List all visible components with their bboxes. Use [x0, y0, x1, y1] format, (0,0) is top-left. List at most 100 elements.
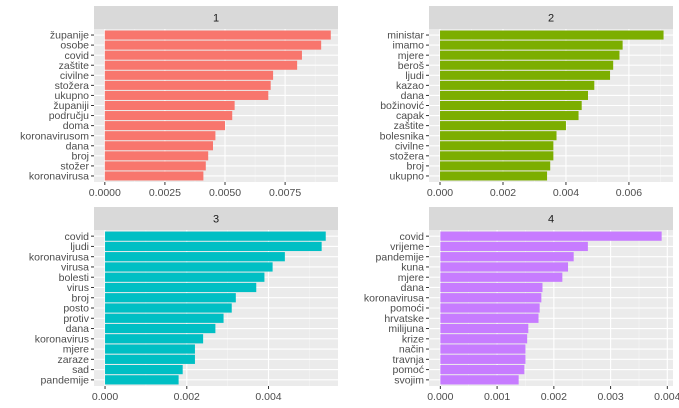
category-label: ministar [387, 30, 424, 42]
category-label: vrijeme [390, 241, 424, 253]
category-label: zaštite [394, 120, 425, 132]
category-label: božinović [380, 100, 424, 112]
bar [105, 252, 285, 262]
bar [440, 70, 611, 80]
bar [105, 293, 236, 303]
category-label: koronavirus [35, 333, 89, 345]
x-tick-label: 0.004 [255, 391, 281, 403]
x-tick-label: 0.000 [92, 391, 118, 403]
category-label: pomoć [392, 364, 424, 376]
category-label: mjere [398, 272, 424, 284]
category-label: bolesti [59, 272, 89, 284]
bar [440, 111, 579, 121]
bar [105, 262, 273, 272]
x-tick-label: 0.002 [541, 391, 567, 403]
category-label: travnja [392, 354, 424, 366]
bar [440, 90, 588, 100]
bar [440, 375, 519, 385]
bar [105, 231, 326, 241]
category-label: ukupno [55, 90, 90, 102]
bar [440, 171, 548, 181]
category-label: županiji [53, 100, 89, 112]
category-label: ljudi [70, 241, 89, 253]
category-label: mjere [63, 344, 89, 356]
facet-strip-label: 1 [213, 13, 219, 25]
bar [105, 282, 257, 293]
category-label: mjere [398, 50, 424, 62]
category-label: koronavirusa [29, 251, 89, 263]
category-label: pandemije [41, 374, 90, 386]
category-label: krize [402, 333, 424, 345]
bar [440, 344, 526, 354]
facet-strip [429, 6, 673, 29]
x-tick-label: 0.000 [427, 391, 453, 403]
x-tick-label: 0.0050 [209, 187, 241, 199]
category-label: sad [72, 364, 89, 376]
bar [105, 334, 204, 344]
category-label: bolesnika [380, 130, 425, 142]
bar [440, 60, 614, 70]
bar [440, 80, 595, 90]
category-label: ukupno [390, 171, 425, 183]
facet-panel-1: 1 županijeosobecovidzaštitecivilnestožera… [20, 6, 338, 199]
bar [105, 375, 179, 385]
category-label: virus [67, 282, 89, 294]
bar [440, 334, 528, 344]
x-tick-label: 0.0075 [269, 187, 301, 199]
bar [440, 30, 664, 40]
bar [105, 313, 224, 323]
bar [440, 231, 662, 241]
category-label: posto [63, 303, 89, 315]
category-label: protiv [63, 313, 89, 325]
bar [440, 313, 539, 323]
x-tick-label: 0.004 [553, 187, 579, 199]
bar [440, 241, 588, 252]
bar [104, 60, 298, 70]
category-label: broj [71, 292, 89, 304]
category-label: dana [401, 90, 425, 102]
category-label: milijuna [388, 323, 424, 335]
bar [440, 303, 540, 313]
category-label: dana [66, 140, 90, 152]
bar [104, 90, 269, 100]
bar [104, 80, 271, 90]
x-tick-label: 0.002 [490, 187, 516, 199]
facet-strip-label: 4 [548, 214, 554, 226]
bar [104, 70, 274, 80]
bar [105, 354, 195, 364]
facet-strip [429, 207, 673, 230]
bar [104, 50, 302, 60]
x-tick-label: 0.003 [597, 391, 623, 403]
x-tick-label: 0.0025 [149, 187, 181, 199]
bar [104, 151, 209, 161]
category-label: zaraze [57, 354, 89, 366]
category-label: doma [63, 120, 89, 132]
facet-strip [94, 6, 338, 29]
category-label: osobe [60, 40, 89, 52]
category-label: covid [64, 231, 89, 243]
bar [104, 100, 235, 111]
x-tick-label: 0.001 [484, 391, 510, 403]
bar [440, 323, 529, 334]
category-label: dana [401, 282, 425, 294]
bar [105, 323, 216, 334]
bar [440, 161, 551, 171]
bar [105, 303, 232, 313]
bar [440, 151, 554, 161]
x-tick-label: 0.002 [174, 391, 200, 403]
x-tick-label: 0.006 [616, 187, 642, 199]
category-label: virusa [61, 262, 89, 274]
x-tick-label: 0.000 [427, 187, 453, 199]
facet-panel-3: 3 covidljudikoronavirusavirusabolestiviru… [29, 207, 338, 403]
facet-strip-label: 2 [548, 13, 554, 25]
category-label: svojim [394, 374, 424, 386]
facet-panel-4: 4 covidvrijemepandemijekunamjeredanakoron… [364, 207, 679, 403]
bar [104, 141, 213, 151]
category-label: civilne [60, 70, 89, 82]
x-tick-label: 0.004 [654, 391, 679, 403]
category-label: koronavirusa [364, 292, 424, 304]
category-label: području [49, 110, 89, 122]
bar [105, 241, 322, 252]
bar [104, 40, 322, 50]
